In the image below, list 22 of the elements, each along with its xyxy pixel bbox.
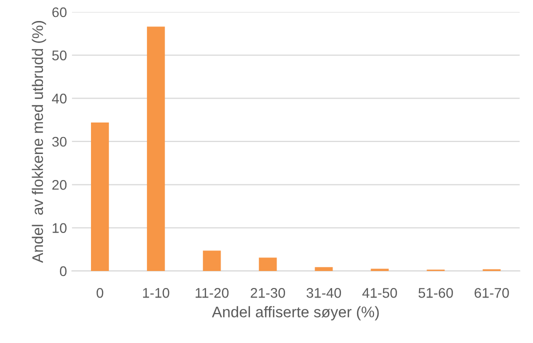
bar: [258, 258, 277, 271]
bar: [314, 267, 333, 271]
x-axis-title: Andel affiserte søyer (%): [212, 306, 379, 320]
bar: [202, 250, 221, 271]
y-tick-label: 50: [52, 50, 67, 60]
x-tick-label: 51-60: [418, 288, 453, 298]
y-tick-label: 30: [52, 136, 67, 147]
x-tick-label: 0: [96, 288, 104, 298]
y-axis-title: Andel av flokkene med utbrudd (%): [32, 20, 46, 263]
y-tick-label: 10: [52, 223, 67, 233]
x-tick-label: 1-10: [143, 288, 170, 298]
y-tick-label: 0: [60, 266, 67, 276]
x-tick-label: 41-50: [362, 288, 397, 298]
y-tick-label: 20: [52, 180, 67, 190]
y-tick-label: 60: [52, 7, 67, 18]
bar: [90, 122, 109, 271]
x-tick-label: 11-20: [196, 288, 229, 298]
y-tick-label: 40: [52, 94, 67, 104]
bar: [146, 26, 165, 271]
x-tick-label: 31-40: [306, 288, 342, 298]
x-tick-label: 21-30: [250, 288, 286, 298]
x-tick-label: 61-70: [474, 288, 509, 298]
